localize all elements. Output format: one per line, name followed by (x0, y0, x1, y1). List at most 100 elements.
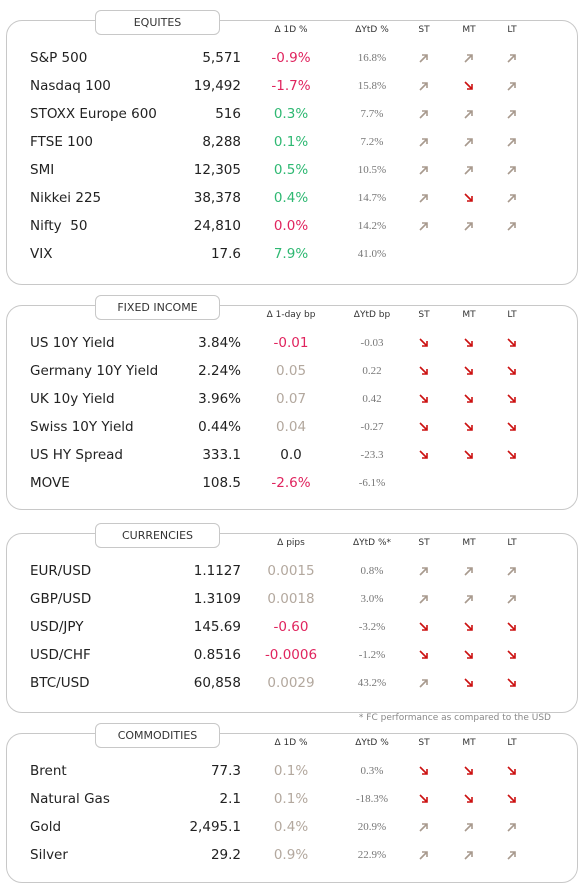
arrow-up (464, 138, 473, 147)
section-title: COMMODITIES (95, 723, 220, 748)
arrow-down (419, 622, 428, 631)
row-value: 38,378 (193, 190, 241, 206)
row-value: 1.3109 (193, 591, 241, 607)
row-name: MOVE (30, 475, 70, 491)
row-ytd: 16.8% (357, 52, 387, 64)
arrow-up (464, 222, 473, 231)
arrow-up (419, 166, 428, 175)
arrow-up (419, 194, 428, 203)
row-ytd: -6.1% (358, 477, 386, 489)
arrow-down (507, 366, 516, 375)
section-title: EQUITES (95, 10, 220, 35)
row-name: Germany 10Y Yield (30, 363, 159, 379)
section-box (6, 305, 578, 510)
row-ytd: -0.03 (360, 337, 384, 349)
arrow-up (419, 222, 428, 231)
row-value: 516 (215, 106, 241, 122)
row-change: 0.0 (280, 447, 302, 463)
row-value: 29.2 (210, 847, 241, 863)
arrow-up (507, 54, 516, 63)
section-title: CURRENCIES (95, 523, 220, 548)
arrow-down (507, 678, 516, 687)
arrow-up (464, 595, 473, 604)
arrow-up (464, 567, 473, 576)
row-ytd: 22.9% (357, 849, 387, 861)
row-change: 0.9% (273, 847, 309, 863)
arrow-up (419, 823, 428, 832)
row-name: EUR/USD (30, 563, 92, 579)
section-box (6, 533, 578, 713)
row-name: Natural Gas (30, 791, 110, 807)
arrow-up (507, 222, 516, 231)
row-change: 0.4% (273, 190, 309, 206)
column-header: MT (462, 538, 476, 548)
column-header: Δ 1D % (274, 738, 308, 748)
row-name: BTC/USD (30, 675, 90, 691)
row-name: US 10Y Yield (30, 335, 115, 351)
arrow-down (507, 766, 516, 775)
column-header: MT (462, 738, 476, 748)
arrow-up (419, 679, 428, 688)
row-change: 7.9% (273, 246, 309, 262)
row-name: FTSE 100 (30, 134, 93, 150)
row-ytd: -18.3% (355, 793, 389, 805)
arrow-down (507, 338, 516, 347)
row-ytd: 0.3% (360, 765, 384, 777)
arrow-up (507, 823, 516, 832)
arrow-down (419, 338, 428, 347)
arrow-down (464, 766, 473, 775)
row-change: 0.0% (273, 218, 309, 234)
arrow-up (419, 595, 428, 604)
row-ytd: 43.2% (357, 677, 387, 689)
arrow-up (507, 110, 516, 119)
arrow-down (419, 450, 428, 459)
row-value: 5,571 (202, 50, 241, 66)
column-header: Δ 1-day bp (266, 310, 316, 320)
arrow-up (507, 166, 516, 175)
row-name: Swiss 10Y Yield (30, 419, 134, 435)
row-name: GBP/USD (30, 591, 92, 607)
row-ytd: 0.42 (362, 393, 382, 405)
arrow-down (507, 450, 516, 459)
section-title: FIXED INCOME (95, 295, 220, 320)
arrow-down (419, 394, 428, 403)
row-ytd: 3.0% (360, 593, 384, 605)
arrow-up (464, 823, 473, 832)
column-header: ST (418, 538, 430, 548)
row-change: 0.5% (273, 162, 309, 178)
arrow-down (419, 366, 428, 375)
row-value: 8,288 (202, 134, 241, 150)
row-ytd: 14.7% (357, 192, 387, 204)
arrow-up (419, 851, 428, 860)
row-value: 3.96% (198, 391, 241, 407)
row-name: USD/JPY (30, 619, 84, 635)
row-ytd: -3.2% (358, 621, 386, 633)
row-value: 108.5 (202, 475, 241, 491)
section-box (6, 20, 578, 285)
arrow-down (419, 650, 428, 659)
row-value: 145.69 (193, 619, 241, 635)
row-ytd: 20.9% (357, 821, 387, 833)
row-value: 2.1 (219, 791, 241, 807)
arrow-up (507, 138, 516, 147)
row-name: STOXX Europe 600 (30, 106, 157, 122)
arrow-down (464, 450, 473, 459)
row-change: 0.07 (275, 391, 307, 407)
arrow-up (464, 166, 473, 175)
arrow-up (507, 567, 516, 576)
column-header: ΔYtD bp (353, 310, 391, 320)
row-name: Brent (30, 763, 67, 779)
row-ytd: 10.5% (357, 164, 387, 176)
row-name: Nifty 50 (30, 218, 88, 234)
row-change: 0.3% (273, 106, 309, 122)
column-header: ΔYtD % (355, 25, 389, 35)
arrow-up (507, 82, 516, 91)
row-change: -0.0006 (264, 647, 318, 663)
column-header: ST (418, 25, 430, 35)
row-ytd: -1.2% (358, 649, 386, 661)
arrow-down (464, 678, 473, 687)
row-value: 60,858 (193, 675, 241, 691)
arrow-down (464, 81, 473, 90)
row-value: 0.44% (198, 419, 241, 435)
arrow-up (419, 54, 428, 63)
